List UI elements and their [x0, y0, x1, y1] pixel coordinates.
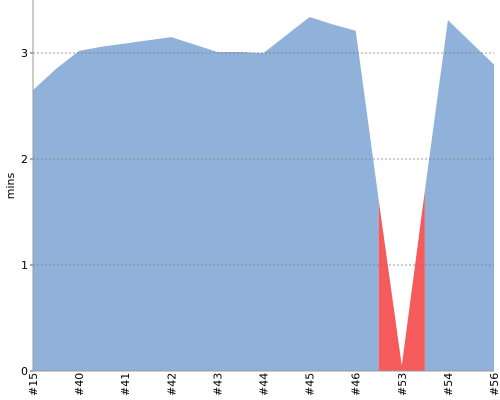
x-tick-label: #46 [350, 373, 363, 396]
area [378, 190, 425, 371]
y-tick-label: 3 [21, 47, 28, 60]
x-tick-label: #15 [27, 373, 40, 396]
x-tick-label: #54 [442, 373, 455, 396]
x-tick-label: #42 [165, 373, 178, 396]
x-tick-label: #41 [119, 373, 132, 396]
x-tick-label: #44 [258, 373, 271, 396]
x-tick-label: #56 [488, 373, 500, 396]
x-tick-label: #43 [211, 373, 224, 396]
y-axis-label: mins [4, 172, 17, 199]
area [33, 16, 379, 372]
x-tick-label: #53 [396, 373, 409, 396]
y-tick-label: 0 [21, 365, 28, 378]
x-tick-label: #40 [73, 373, 86, 396]
area [424, 20, 494, 371]
x-tick-label: #45 [304, 373, 317, 396]
y-tick-label: 1 [21, 259, 28, 272]
y-tick-label: 2 [21, 153, 28, 166]
